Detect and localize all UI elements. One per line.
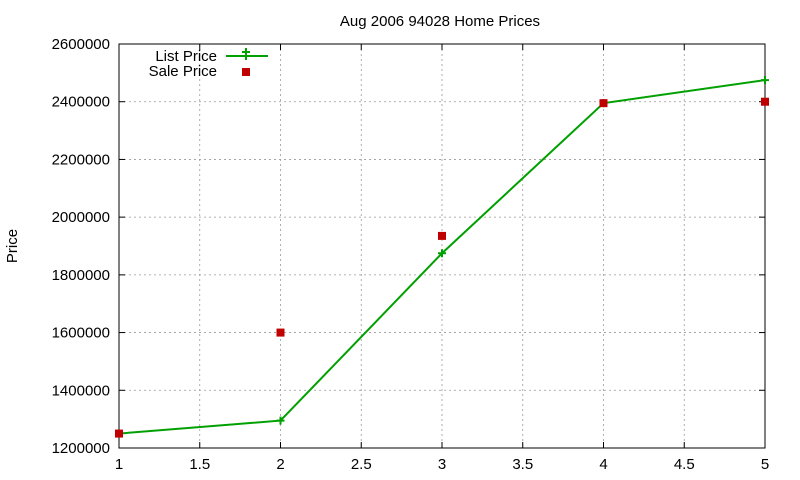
x-tick-label: 4.5	[674, 456, 695, 473]
x-tick-label: 2.5	[351, 456, 372, 473]
x-tick-label: 5	[761, 456, 769, 473]
x-tick-label: 1.5	[189, 456, 210, 473]
y-tick-label: 2400000	[52, 94, 110, 111]
y-tick-label: 1200000	[52, 440, 110, 457]
legend-label-sale-price: Sale Price	[149, 63, 217, 80]
sale-price-point	[438, 231, 446, 240]
sale-price-point	[761, 97, 769, 106]
grid	[119, 44, 765, 448]
y-tick-label: 2000000	[52, 209, 110, 226]
list-price-point	[761, 76, 769, 85]
legend: List Price Sale Price	[149, 48, 268, 80]
series-layer	[115, 76, 769, 438]
y-tick-label: 2200000	[52, 151, 110, 168]
sale-price-point	[599, 99, 608, 108]
list-price-point	[438, 249, 446, 258]
legend-marker-sale-price	[242, 68, 250, 76]
y-axis-label: Price	[4, 229, 21, 263]
y-tick-label: 1800000	[52, 267, 110, 284]
x-tick-label: 4	[599, 456, 607, 473]
sale-price-point	[276, 328, 285, 337]
y-tick-label: 2600000	[52, 36, 110, 53]
y-tick-label: 1400000	[52, 382, 110, 399]
legend-marker-list-price	[242, 48, 250, 60]
list-price-point	[276, 416, 285, 425]
x-tick-label: 1	[115, 456, 123, 473]
chart-title: Aug 2006 94028 Home Prices	[340, 13, 540, 30]
y-tick-label: 1600000	[52, 325, 110, 342]
legend-label-list-price: List Price	[155, 48, 217, 65]
axis-ticks: 1 1.5 2 2.5 3 3.5 4 4.5 5 1200000 1400000 1600000 18…	[52, 36, 770, 473]
x-tick-label: 3.5	[512, 456, 533, 473]
sale-price-point	[115, 429, 123, 438]
x-tick-label: 3	[438, 456, 446, 473]
x-tick-label: 2	[276, 456, 284, 473]
